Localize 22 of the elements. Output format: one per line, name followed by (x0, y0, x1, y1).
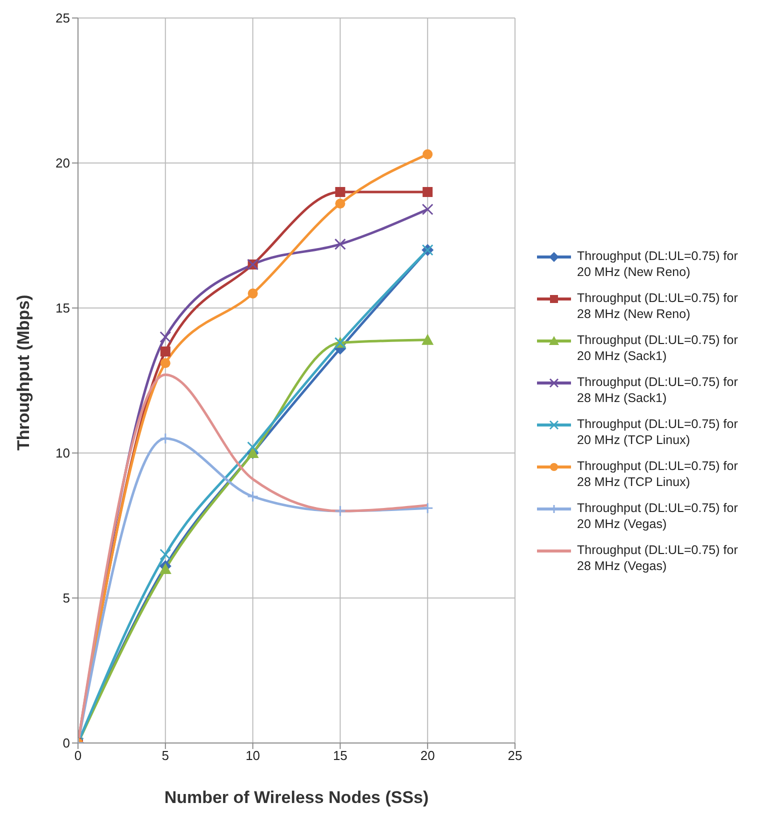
legend-label: Throughput (DL:UL=0.75) for 28 MHz (Sack1) (577, 374, 739, 406)
y-tick-label: 15 (56, 300, 70, 316)
legend-label: Throughput (DL:UL=0.75) for 20 MHz (TCP Linux) (577, 416, 739, 448)
x-tick-label: 20 (420, 748, 435, 764)
x-tick-label: 15 (332, 748, 348, 764)
x-tick-label: 10 (246, 748, 260, 764)
x-axis-title: Number of Wireless Nodes (SSs) (164, 788, 429, 807)
y-axis-title: Throughput (Mbps) (14, 294, 34, 450)
legend-label: Throughput (DL:UL=0.75) for 20 MHz (New Reno) (577, 248, 739, 280)
y-tick-label: 25 (56, 10, 70, 26)
x-tick-label: 0 (74, 748, 82, 764)
legend-label: Throughput (DL:UL=0.75) for 28 MHz (TCP Linux) (577, 458, 739, 490)
legend-label: Throughput (DL:UL=0.75) for 28 MHz (Vegas) (577, 542, 739, 574)
legend-label: Throughput (DL:UL=0.75) for 28 MHz (New Reno) (577, 290, 739, 322)
y-tick-label: 10 (56, 446, 70, 461)
x-tick-label: 25 (508, 748, 522, 764)
y-tick-label: 5 (62, 590, 70, 606)
legend-label: Throughput (DL:UL=0.75) for 20 MHz (Vegas) (577, 500, 739, 532)
legend-label: Throughput (DL:UL=0.75) for 20 MHz (Sack1) (577, 332, 739, 364)
x-tick-label: 5 (162, 748, 170, 764)
y-tick-label: 0 (62, 736, 70, 751)
y-tick-label: 20 (56, 156, 70, 171)
